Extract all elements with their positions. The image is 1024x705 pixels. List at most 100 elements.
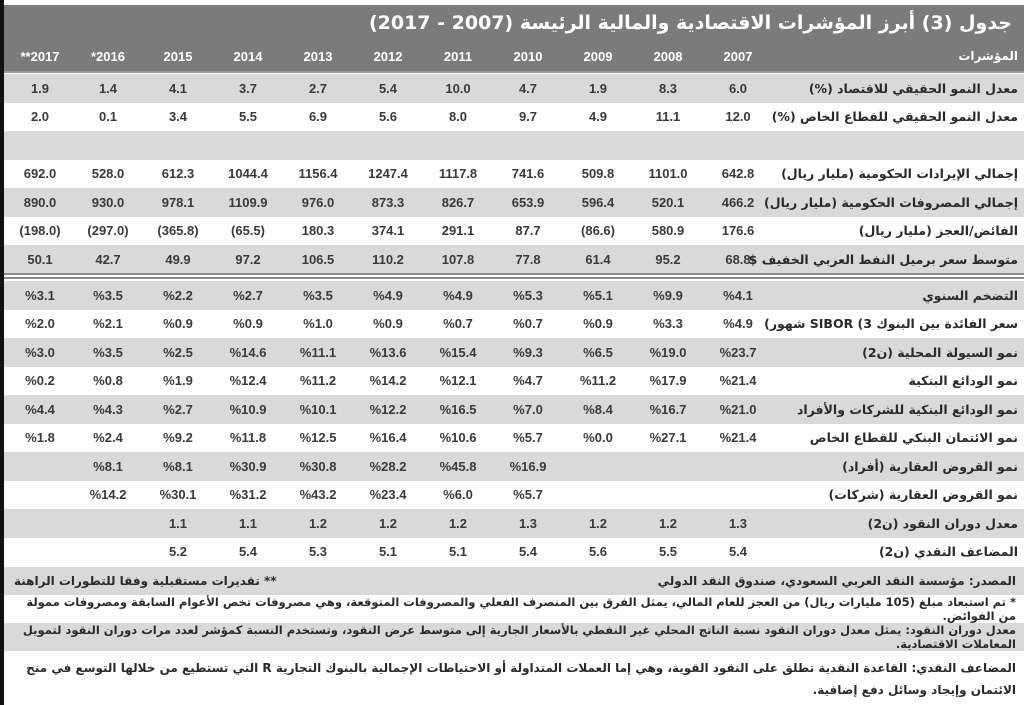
value-cell-2017: %3.0: [25, 344, 55, 360]
value-cell-2012: %23.4: [369, 487, 407, 503]
value-cell-2013: %11.2: [299, 373, 337, 389]
row-label: متوسط سعر برميل النفط العربي الخفيف $: [748, 251, 1018, 267]
row-label: نمو القروض العقارية (شركات): [828, 487, 1018, 503]
value-cell-2011: 1.2: [448, 515, 468, 531]
row-label: نمو السيولة المحلية (ن2): [862, 344, 1018, 360]
table-row: متوسط سعر برميل النفط العربي الخفيف $68.…: [4, 245, 1024, 274]
double-line-separator: [4, 273, 1024, 279]
value-cell-2015: %30.1: [159, 487, 197, 503]
value-cell-2016: %4.3: [93, 401, 123, 417]
value-cell-2017: %1.8: [25, 430, 55, 446]
value-cell-2011: 10.0: [445, 80, 471, 96]
value-cell-2007: [703, 481, 773, 510]
value-cell-2015: %8.1: [163, 458, 193, 474]
table-row: نمو الودائع البنكية للشركات والأفراد %21.…: [4, 395, 1024, 424]
footer-source-row: المصدر: مؤسسة النقد العربي السعودي، صندو…: [4, 567, 1024, 595]
row-label: نمو القروض العقارية (أفراد): [842, 458, 1018, 474]
value-cell-2009: (86.6): [581, 223, 615, 239]
value-cell-2014: %2.7: [233, 287, 263, 303]
value-cell-2016: 0.1: [98, 109, 118, 125]
value-cell-2013: %1.0: [303, 316, 333, 332]
value-cell-2010: 4.7: [518, 80, 538, 96]
value-cell-2009: [563, 131, 633, 160]
year-header-2012: 2012: [373, 48, 403, 64]
source-text: المصدر: مؤسسة النقد العربي السعودي، صندو…: [657, 574, 1016, 588]
value-cell-2008: [633, 452, 703, 481]
value-cell-2011: %16.5: [439, 401, 477, 417]
value-cell-2010: %5.7: [513, 430, 543, 446]
value-cell-2008: %19.0: [649, 344, 687, 360]
row-label: نمو الودائع البنكية: [908, 373, 1019, 389]
value-cell-2016: %14.2: [89, 487, 127, 503]
value-cell-2010: 77.8: [515, 251, 541, 267]
value-cell-2017: [5, 452, 75, 481]
value-cell-2010: [493, 131, 563, 160]
value-cell-2010: %9.3: [513, 344, 543, 360]
value-cell-2013: %3.5: [303, 287, 333, 303]
value-cell-2012: %4.9: [373, 287, 403, 303]
value-cell-2013: 6.9: [308, 109, 328, 125]
value-cell-2015: 4.1: [168, 80, 188, 96]
value-cell-2008: [633, 481, 703, 510]
table-row: نمو الائتمان البنكي للقطاع الخاص %21.4 %27…: [4, 423, 1024, 452]
value-cell-2013: 1156.4: [298, 166, 338, 182]
value-cell-2011: 5.1: [448, 544, 468, 560]
value-cell-2015: 5.2: [168, 544, 188, 560]
table-row: معدل دوران النقود (ن2) 1.3 1.2 1.2 1.3 1.2 1.2…: [4, 509, 1024, 538]
value-cell-2010: %16.9: [509, 458, 547, 474]
value-cell-2011: %4.9: [443, 287, 473, 303]
value-cell-2007: [703, 452, 773, 481]
value-cell-2016: (297.0): [87, 223, 129, 239]
value-cell-2007: 68.8: [725, 251, 751, 267]
value-cell-2010: %0.7: [513, 316, 543, 332]
value-cell-2016: %0.8: [93, 373, 123, 389]
value-cell-2007: 12.0: [725, 109, 751, 125]
value-cell-2014: %12.4: [229, 373, 267, 389]
value-cell-2010: 87.7: [515, 223, 541, 239]
value-cell-2017: %2.0: [25, 316, 55, 332]
value-cell-2017: [5, 131, 75, 160]
value-cell-2016: 528.0: [91, 166, 125, 182]
value-cell-2017: 1.9: [30, 80, 50, 96]
value-cell-2014: 1.1: [238, 515, 258, 531]
value-cell-2016: 1.4: [98, 80, 118, 96]
value-cell-2015: %2.2: [163, 287, 193, 303]
value-cell-2015: 1.1: [168, 515, 188, 531]
value-cell-2012: 5.6: [378, 109, 398, 125]
value-cell-2013: 180.3: [301, 223, 335, 239]
value-cell-2013: %10.1: [299, 401, 337, 417]
value-cell-2008: %3.3: [653, 316, 683, 332]
year-header-2009: 2009: [583, 48, 613, 64]
value-cell-2008: 95.2: [655, 251, 681, 267]
value-cell-2014: %10.9: [229, 401, 267, 417]
value-cell-2016: %3.5: [93, 287, 123, 303]
value-cell-2012: %28.2: [369, 458, 407, 474]
row-label: معدل النمو الحقيقي للاقتصاد (%): [808, 80, 1018, 96]
column-header-row: المؤشرات 2007 2008 2009 2010 2011 2012 2013 201…: [4, 41, 1024, 73]
value-cell-2013: 976.0: [301, 194, 335, 210]
value-cell-2010: 5.4: [518, 544, 538, 560]
value-cell-2011: 8.0: [448, 109, 468, 125]
value-cell-2009: 1.2: [588, 515, 608, 531]
year-header-2017: **2017: [20, 48, 60, 64]
value-cell-2007: 1.3: [728, 515, 748, 531]
value-cell-2013: 106.5: [301, 251, 335, 267]
value-cell-2012: 110.2: [372, 251, 404, 267]
value-cell-2010: 1.3: [518, 515, 538, 531]
table-row: إجمالي المصروفات الحكومية (مليار ريال) 46…: [4, 188, 1024, 217]
value-cell-2010: %5.3: [513, 287, 543, 303]
row-label: [748, 131, 1018, 160]
value-cell-2010: 653.9: [511, 194, 545, 210]
table-row: المضاعف النقدي (ن2) 5.4 5.5 5.6 5.4 5.1 5.1 5.3…: [4, 537, 1024, 566]
value-cell-2011: 107.8: [441, 251, 475, 267]
value-cell-2016: %2.1: [93, 316, 123, 332]
value-cell-2009: %11.2: [579, 373, 617, 389]
value-cell-2009: 4.9: [588, 109, 608, 125]
value-cell-2013: 2.7: [308, 80, 328, 96]
value-cell-2009: %5.1: [583, 287, 613, 303]
table-row: الفائض/العجز (مليار ريال) 176.6 580.9 (86.6…: [4, 216, 1024, 245]
value-cell-2011: 291.1: [441, 223, 475, 239]
value-cell-2014: 5.5: [238, 109, 258, 125]
value-cell-2014: 5.4: [238, 544, 258, 560]
row-label: معدل دوران النقود (ن2): [867, 515, 1018, 531]
